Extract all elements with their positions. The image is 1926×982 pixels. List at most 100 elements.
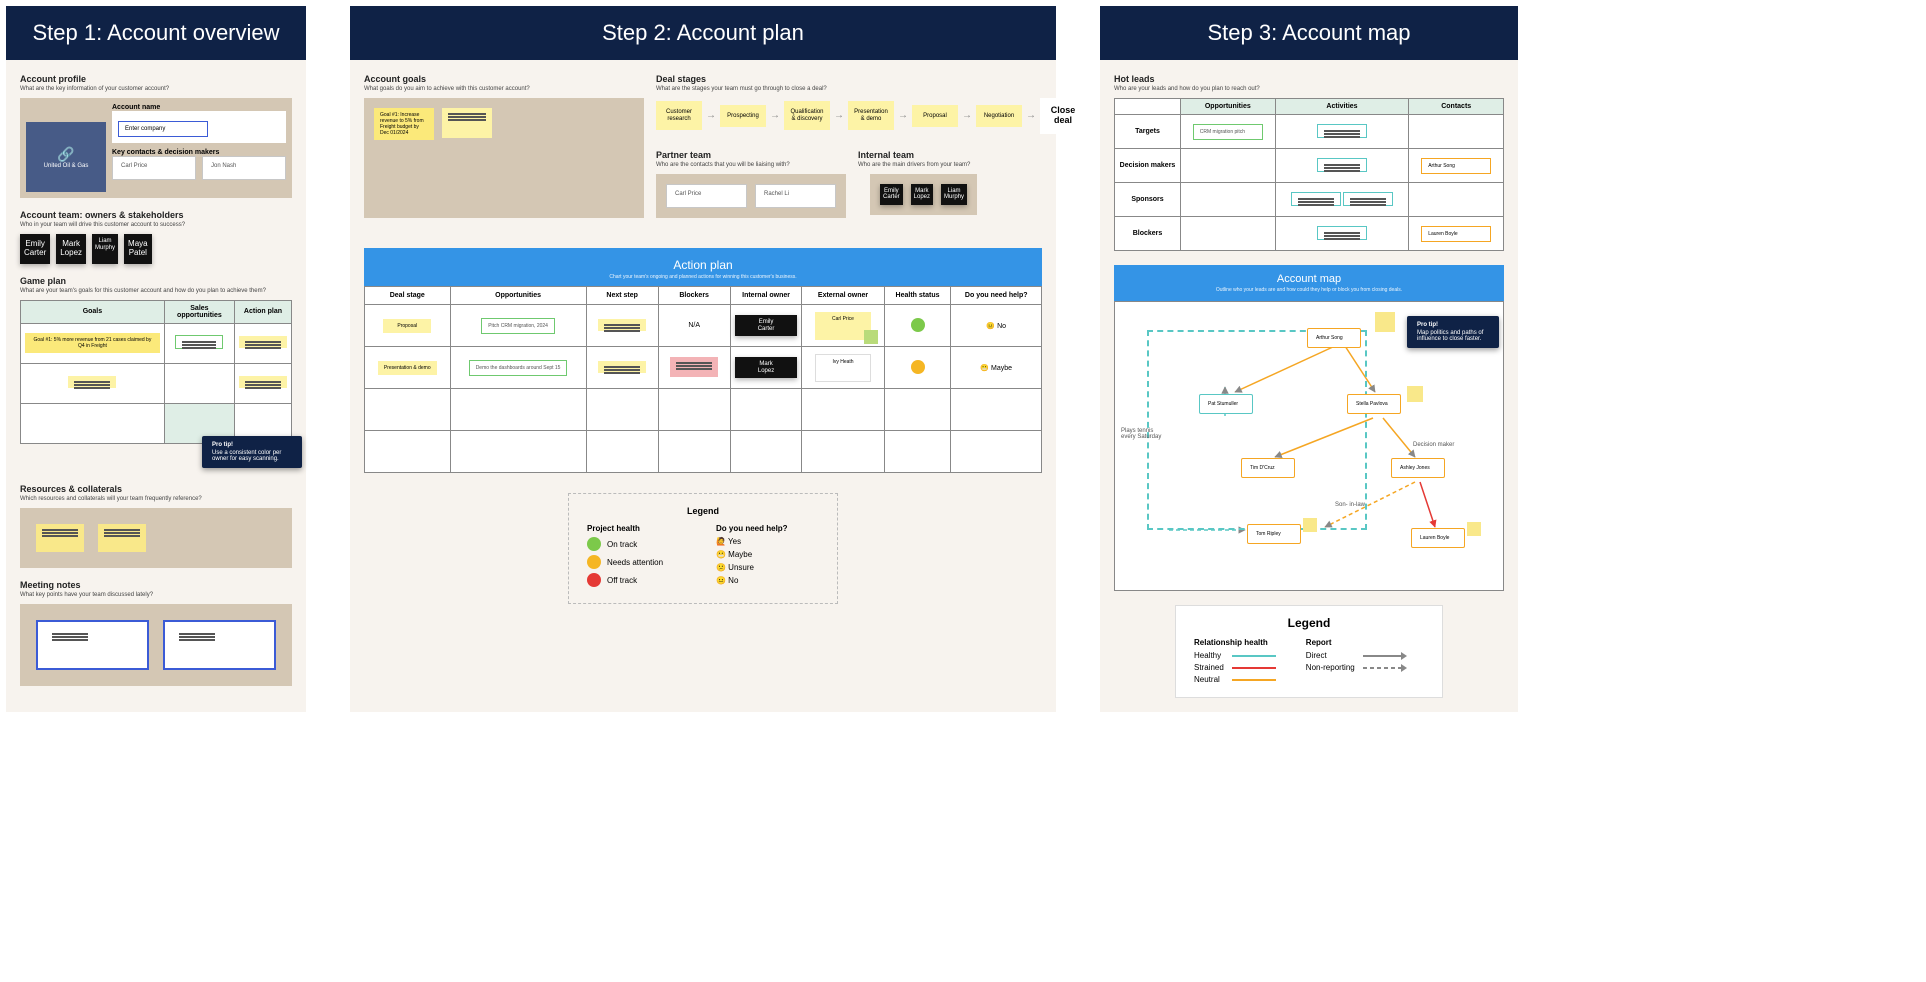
gp-action-sticky[interactable] [239,376,287,388]
resource-sticky[interactable] [98,524,146,552]
map-node[interactable]: Tim D'Cruz [1241,458,1295,478]
account-name-input[interactable]: Enter company [118,121,208,137]
protip-card[interactable]: Pro tip! Use a consistent color per owne… [202,436,302,468]
hl-cell-sticky[interactable]: Arthur Song [1421,158,1491,174]
hl-cell-sticky[interactable] [1343,192,1393,206]
goal-sticky[interactable]: Goal #1: Increase revenue to 5% from Fre… [374,108,434,140]
person-tag[interactable]: MarkLopez [911,184,933,205]
gp-opp-sticky[interactable] [175,335,223,349]
map-annotation: Decision maker [1413,442,1454,448]
map-node[interactable]: Lauren Boyle [1411,528,1465,548]
map-node[interactable]: Tom Ripley [1247,524,1301,544]
account-map-title: Account map [1114,273,1504,285]
arrow-icon: → [898,110,908,121]
hl-cell-sticky[interactable]: Lauren Boyle [1421,226,1491,242]
ap-th: Health status [884,287,951,305]
hl-cell-sticky[interactable]: CRM migration pitch [1193,124,1263,140]
step1-column: Step 1: Account overview Account profile… [6,6,306,712]
step1-header: Step 1: Account overview [6,6,306,60]
ap-ext-sticky[interactable]: Ivy Heath [815,354,871,382]
meeting-note-card[interactable] [36,620,149,670]
ap-opp-sticky[interactable]: Pitch CRM migration, 2024 [481,318,555,334]
ap-step-sticky[interactable] [598,361,646,373]
hl-rowhead: Decision makers [1115,149,1181,183]
account-profile-box: 🔗 United Oil & Gas Account name Enter co… [20,98,292,198]
map-node[interactable]: Stella Pavlova [1347,394,1401,414]
account-map-box[interactable]: Pro tip! Map politics and paths of influ… [1114,301,1504,591]
map-node[interactable]: Ashley Jones [1391,458,1445,478]
ap-row [365,431,1042,473]
person-tag[interactable]: MarkLopez [56,234,86,264]
stage-note[interactable]: Presentation & demo [848,101,894,130]
ap-stage-sticky[interactable]: Proposal [383,319,431,333]
health-dot-green [911,318,925,332]
hl-rowhead: Sponsors [1115,183,1181,217]
account-team-title: Account team: owners & stakeholders [20,210,292,220]
stage-note-close[interactable]: Close deal [1040,98,1086,134]
protip-title: Pro tip! [212,442,292,448]
stage-note[interactable]: Qualification & discovery [784,101,830,130]
ap-opp-sticky[interactable]: Demo the dashboards around Sept 15 [469,360,568,376]
resource-sticky[interactable] [36,524,84,552]
contact-card-1[interactable]: Carl Price [112,156,196,180]
ap-stage-sticky[interactable]: Presentation & demo [378,361,437,375]
hl-cell-sticky[interactable] [1291,192,1341,206]
stage-note[interactable]: Negotiation [976,105,1022,128]
legend-label: 😐 No [716,576,819,585]
ap-row: Proposal Pitch CRM migration, 2024 N/A E… [365,305,1042,347]
stage-note[interactable]: Proposal [912,105,958,128]
map-legend: Legend Relationship health Healthy Strai… [1175,605,1443,698]
internal-team-title: Internal team [858,150,977,160]
map-node[interactable]: Pat Stumuller [1199,394,1253,414]
partner-card[interactable]: Rachel Li [755,184,836,208]
ap-blocker-sticky[interactable] [670,357,718,377]
account-name-label: Account name [112,104,286,111]
hl-th: Activities [1275,99,1409,115]
person-tag[interactable]: EmilyCarter [880,184,903,205]
meeting-note-card[interactable] [163,620,276,670]
stage-note[interactable]: Customer research [656,101,702,130]
person-tag[interactable]: LiamMurphy [92,234,118,264]
protip-card[interactable]: Pro tip! Map politics and paths of influ… [1407,316,1499,348]
step2-header: Step 2: Account plan [350,6,1056,60]
person-tag[interactable]: EmilyCarter [20,234,50,264]
dot-icon [587,537,601,551]
protip-title: Pro tip! [1417,322,1489,328]
account-goals-title: Account goals [364,74,644,84]
ap-row: Presentation & demo Demo the dashboards … [365,347,1042,389]
legend-rel-title: Relationship health [1194,638,1276,647]
contact-card-2[interactable]: Jon Nash [202,156,286,180]
arrow-icon: → [834,110,844,121]
partner-card[interactable]: Carl Price [666,184,747,208]
person-tag[interactable]: LiamMurphy [941,184,967,205]
step3-header: Step 3: Account map [1100,6,1518,60]
account-logo-tile[interactable]: 🔗 United Oil & Gas [26,122,106,192]
hl-cell-sticky[interactable] [1317,124,1367,138]
ap-row [365,389,1042,431]
arrow-icon: → [1026,110,1036,121]
link-icon: 🔗 [57,146,74,163]
goal-sticky[interactable] [442,108,492,138]
hl-cell-sticky[interactable] [1317,158,1367,172]
ap-step-sticky[interactable] [598,319,646,331]
step2-column: Step 2: Account plan Account goals What … [350,6,1056,712]
hot-leads-table: Opportunities Activities Contacts Target… [1114,98,1504,251]
hl-cell-sticky[interactable] [1317,226,1367,240]
account-goals-box: Goal #1: Increase revenue to 5% from Fre… [364,98,644,218]
account-team-row: EmilyCarter MarkLopez LiamMurphy MayaPat… [20,234,292,264]
stage-note[interactable]: Prospecting [720,105,766,128]
person-tag[interactable]: MayaPatel [124,234,152,264]
legend-box: Legend Project health On track Needs att… [568,493,838,604]
gp-action-sticky[interactable] [239,336,287,348]
gp-goal-sticky[interactable] [68,376,116,388]
meeting-notes-box [20,604,292,686]
internal-team-box: EmilyCarter MarkLopez LiamMurphy [870,174,977,215]
person-tag[interactable]: MarkLopez [735,357,798,378]
ap-th: Deal stage [365,287,451,305]
gp-th-opps: Sales opportunities [164,300,234,323]
hot-leads-title: Hot leads [1114,74,1504,84]
map-node[interactable]: Arthur Song [1307,328,1361,348]
account-profile-sub: What are the key information of your cus… [20,86,292,92]
gp-goal-sticky[interactable]: Goal #1: 5% more revenue from 21 cases c… [25,333,160,353]
person-tag[interactable]: EmilyCarter [735,315,798,336]
